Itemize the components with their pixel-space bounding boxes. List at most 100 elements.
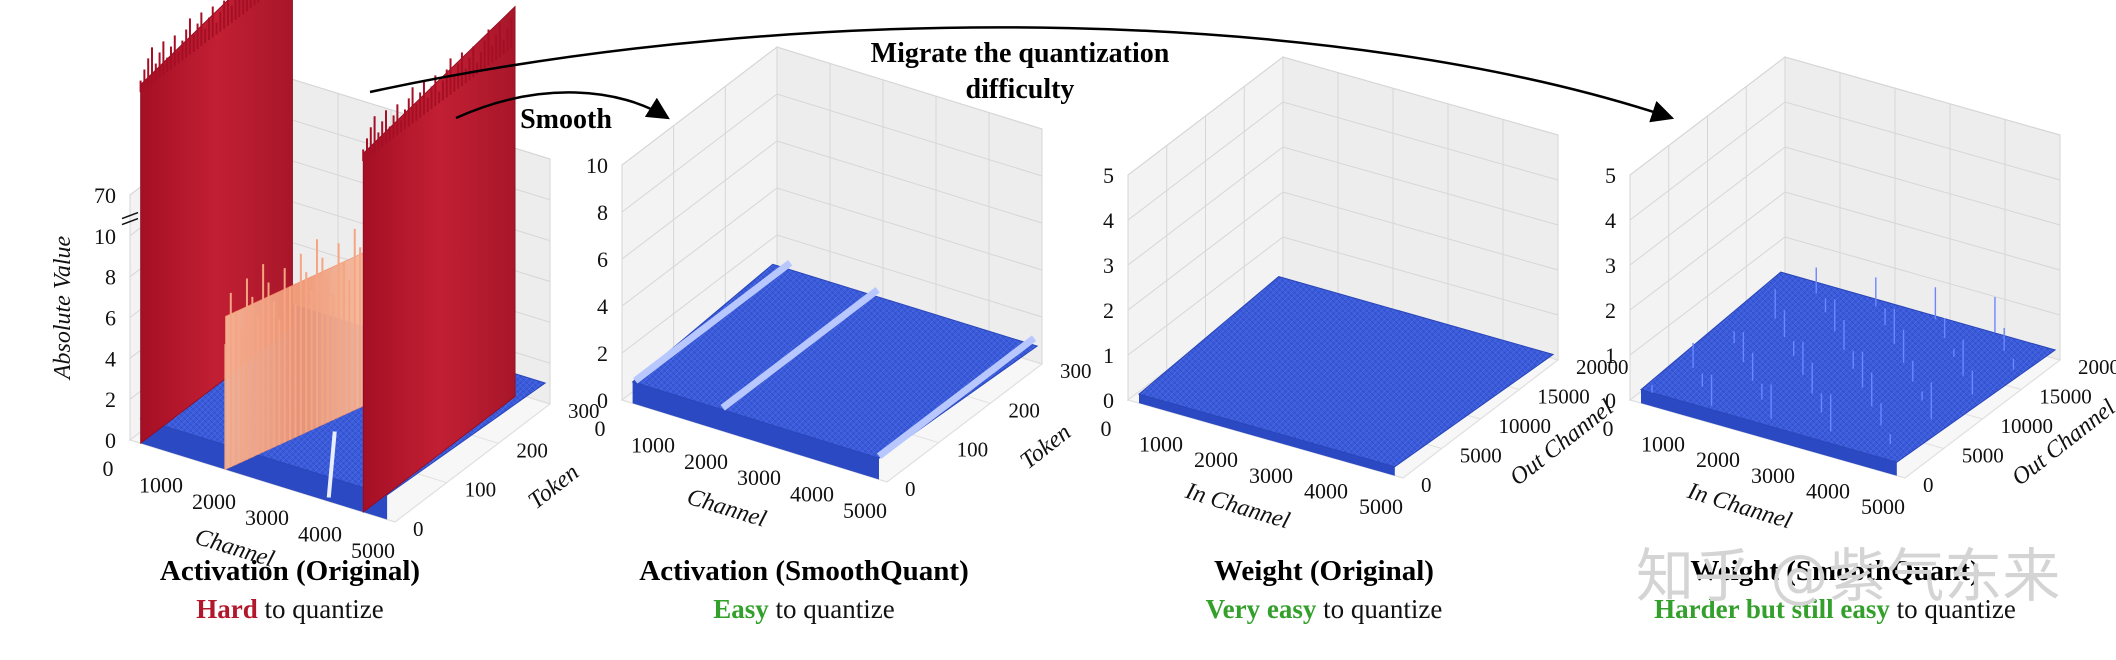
panel-title: Activation (Original) [160,555,420,587]
panel-subtitle: Hard to quantize [196,594,383,624]
y-tick-label: 15000 [1537,385,1590,409]
panel-subtitle: Harder but still easy to quantize [1654,594,2016,624]
x-tick-label: 2000 [1194,447,1238,472]
x-tick-label: 3000 [245,505,289,530]
x-tick-label: 4000 [790,482,834,507]
x-tick-label: 5000 [843,498,887,523]
x-tick-label: 1000 [631,432,675,457]
z-tick-label: 8 [597,200,608,225]
surface-front-face [632,381,879,480]
z-tick-label: 3 [1103,253,1114,278]
z-tick-label: 4 [1103,208,1114,233]
x-tick-label: 1000 [139,472,183,497]
z-tick-label: 2 [1103,298,1114,323]
watermark: 知乎 @紫气东来 [1636,542,2060,610]
x-tick-label: 4000 [1806,478,1850,503]
z-tick-label: 2 [597,341,608,366]
x-tick-label: 0 [103,456,114,481]
surface-front-face [1139,394,1395,476]
migrate-arrow [369,26,1675,123]
smooth-arrow [455,91,670,120]
x-tick-label: 3000 [737,465,781,490]
y-axis-label: Token [1016,419,1076,474]
panel-title: Weight (SmoothQuant) [1690,555,1979,587]
z-tick-label: 0 [597,388,608,413]
y-tick-label: 100 [957,438,989,462]
x-tick-label: 3000 [1751,463,1795,488]
x-grid-line [394,403,551,523]
outlier-wall [362,5,516,514]
z-tick-label: 5 [1605,163,1616,188]
subtitle-rest: to quantize [769,594,895,624]
panel-subtitle: Easy to quantize [713,594,895,624]
z-tick-label: 4 [1605,208,1616,233]
smoothed-channel-stripe [720,287,880,411]
x-tick-label: 4000 [298,522,342,547]
smooth-label: Smooth [520,104,612,135]
panel-title: Activation (SmoothQuant) [639,555,968,587]
z-tick-label: 0 [1103,388,1114,413]
x-tick-label: 5000 [1861,494,1905,519]
subtitle-emphasis: Very easy [1206,594,1317,624]
minor-outlier [326,431,337,498]
smooth-arrow-path [455,91,670,120]
z-tick-label: 1 [1605,343,1616,368]
z-tick-label: 6 [105,306,116,331]
x-tick-label: 2000 [684,449,728,474]
y-tick-label: 100 [465,478,497,502]
surface-front-face [140,418,388,520]
z-tick-label: 0 [1605,388,1616,413]
z-tick-label: 8 [105,265,116,290]
z-tick-label: 4 [105,346,116,371]
migrate-arrow-path [369,26,1675,123]
y-tick-label: 300 [568,399,600,423]
y-tick-label: 0 [1421,473,1432,497]
migrate-label-line2: difficulty [966,74,1075,105]
z-tick-label: 3 [1605,253,1616,278]
y-tick-label: 200 [1008,398,1039,422]
y-tick-label: 0 [905,477,916,501]
subtitle-rest: to quantize [258,594,384,624]
x-tick-label: 0 [1603,416,1614,441]
y-tick-label: 0 [413,517,424,541]
y-tick-label: 10000 [2001,414,2054,438]
z-tick-label: 1 [1103,343,1114,368]
z-axis-label: Absolute Value [50,236,76,382]
x-tick-label: 3000 [1249,463,1293,488]
z-tick-label: 5 [1103,163,1114,188]
x-tick-label: 2000 [192,489,236,514]
x-grid-line [886,363,1043,483]
y-tick-label: 200 [516,438,548,462]
y-tick-label: 20000 [2078,355,2116,379]
smoothed-channel-stripe [876,335,1037,459]
x-tick-label: 4000 [1304,478,1348,503]
x-tick-label: 1000 [1641,432,1685,457]
panel-title: Weight (Original) [1214,555,1434,587]
surface-top [1137,276,1555,468]
y-tick-label: 5000 [1962,444,2004,468]
x-tick-label: 0 [595,416,606,441]
migrate-label-line1: Migrate the quantization [871,38,1170,69]
x-tick-label: 2000 [1696,447,1740,472]
smoothed-channel-stripe [633,259,793,384]
subtitle-emphasis: Harder but still easy [1654,594,1890,624]
surface-front-face [1641,389,1897,476]
panel-subtitle: Very easy to quantize [1206,594,1443,624]
x-tick-label: 5000 [1359,494,1403,519]
y-tick-label: 20000 [1576,355,1629,379]
y-tick-label: 5000 [1460,444,1502,468]
y-tick-label: 15000 [2039,385,2092,409]
y-tick-label: 0 [1923,473,1934,497]
z-tick-label: 4 [597,294,608,319]
z-tick-label: 0 [105,428,116,453]
subtitle-rest: to quantize [1890,594,2016,624]
axis-break-mark [121,211,139,220]
x-axis-label: Channel [684,484,770,533]
axis-break-mark [121,217,139,226]
x-tick-label: 1000 [1139,432,1183,457]
y-axis-label: Out Channel [2007,395,2116,492]
